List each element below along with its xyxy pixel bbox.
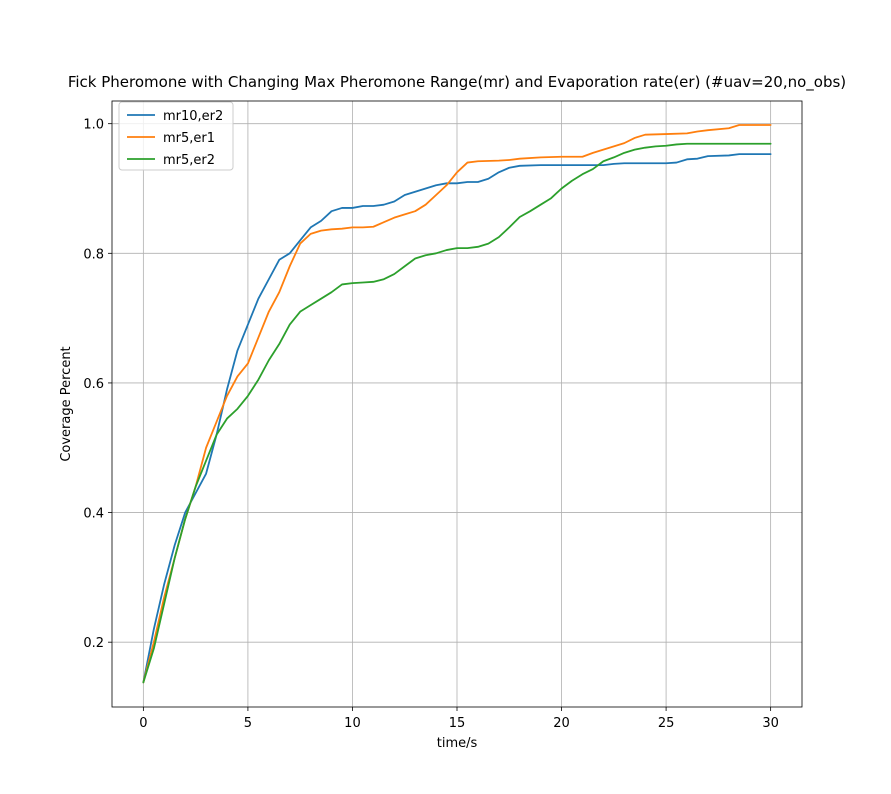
x-tick-label: 25 [658,716,675,731]
x-tick-label: 15 [449,716,466,731]
plot-area: 0 5 10 15 20 25 30 0.2 0.4 0.6 0.8 1.0 [83,100,803,731]
y-tick-label: 0.8 [83,247,104,262]
x-tick-label: 5 [244,716,252,731]
x-axis-label: time/s [437,736,478,751]
legend-label: mr10,er2 [163,109,223,124]
legend-box [118,101,234,171]
y-tick-label: 0.6 [83,377,104,392]
series-line [142,153,772,684]
legend: mr10,er2 mr5,er1 mr5,er2 [118,101,234,171]
x-tick-label: 10 [344,716,361,731]
y-tick-label: 0.4 [83,507,104,522]
legend-label: mr5,er2 [163,153,215,168]
y-tick-label: 1.0 [83,118,104,133]
series-line [142,124,772,684]
x-tick-label: 0 [139,716,147,731]
legend-label: mr5,er1 [163,131,215,146]
x-tick-label: 20 [553,716,570,731]
chart-title: Fick Pheromone with Changing Max Pheromo… [68,73,846,92]
y-tick-label: 0.2 [83,636,104,651]
series-line [142,142,772,684]
y-axis-label: Coverage Percent [59,346,74,461]
x-tick-label: 30 [762,716,779,731]
